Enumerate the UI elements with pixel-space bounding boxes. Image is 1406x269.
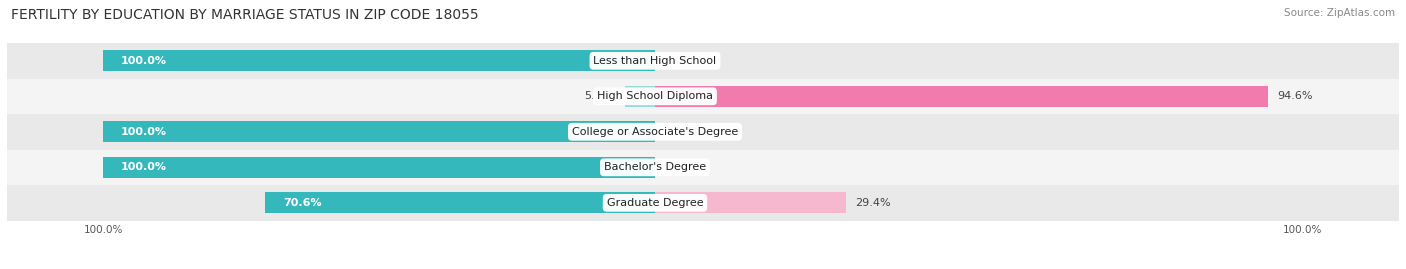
Text: 29.4%: 29.4% bbox=[855, 198, 891, 208]
Bar bbox=[0, 79, 1406, 114]
Text: 70.6%: 70.6% bbox=[283, 198, 322, 208]
Text: FERTILITY BY EDUCATION BY MARRIAGE STATUS IN ZIP CODE 18055: FERTILITY BY EDUCATION BY MARRIAGE STATU… bbox=[11, 8, 479, 22]
Bar bbox=[655, 86, 1268, 107]
Text: 0.0%: 0.0% bbox=[679, 56, 707, 66]
Bar bbox=[0, 185, 1406, 221]
Bar bbox=[103, 50, 655, 72]
Text: 100.0%: 100.0% bbox=[121, 127, 167, 137]
Text: Bachelor's Degree: Bachelor's Degree bbox=[605, 162, 706, 172]
Bar bbox=[103, 157, 655, 178]
Text: Graduate Degree: Graduate Degree bbox=[607, 198, 703, 208]
Text: 0.0%: 0.0% bbox=[679, 162, 707, 172]
Text: 94.6%: 94.6% bbox=[1278, 91, 1313, 101]
Bar bbox=[0, 43, 1406, 79]
Bar bbox=[266, 192, 655, 214]
Bar bbox=[624, 86, 655, 107]
Text: 5.5%: 5.5% bbox=[585, 91, 613, 101]
Text: 100.0%: 100.0% bbox=[121, 56, 167, 66]
Bar bbox=[0, 114, 1406, 150]
Text: Source: ZipAtlas.com: Source: ZipAtlas.com bbox=[1284, 8, 1395, 18]
Bar bbox=[655, 192, 845, 214]
Text: High School Diploma: High School Diploma bbox=[598, 91, 713, 101]
Text: 0.0%: 0.0% bbox=[679, 127, 707, 137]
Text: College or Associate's Degree: College or Associate's Degree bbox=[572, 127, 738, 137]
Bar bbox=[0, 150, 1406, 185]
Bar bbox=[103, 121, 655, 143]
Text: Less than High School: Less than High School bbox=[593, 56, 717, 66]
Text: 100.0%: 100.0% bbox=[121, 162, 167, 172]
